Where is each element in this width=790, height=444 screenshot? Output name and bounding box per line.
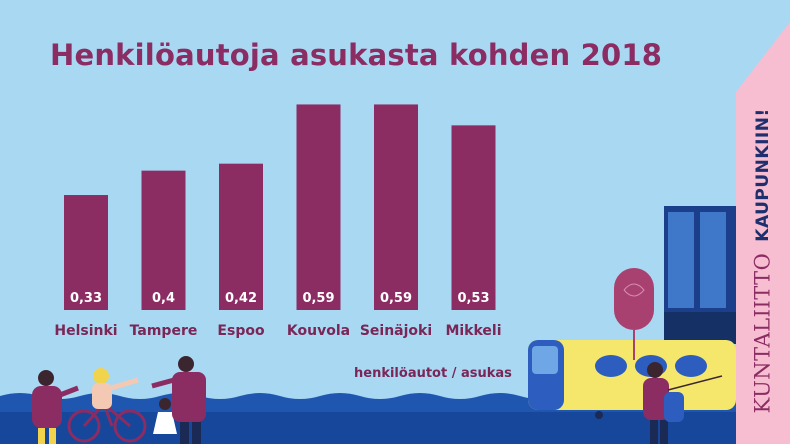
bar-value-label: 0,59 <box>380 291 412 306</box>
chart-title: Henkilöautoja asukasta kohden 2018 <box>50 38 663 72</box>
category-label: Espoo <box>217 323 265 339</box>
bar-value-label: 0,53 <box>457 291 489 306</box>
bar-value-label: 0,33 <box>70 291 102 306</box>
bar-kouvola <box>296 104 341 310</box>
category-label: Tampere <box>130 323 198 339</box>
person-right-illustration <box>643 362 723 444</box>
category-label: Kouvola <box>287 323 350 339</box>
brand-ribbon <box>736 22 790 444</box>
people-left-illustration <box>32 356 206 444</box>
bar-value-label: 0,59 <box>302 291 334 306</box>
tram-illustration <box>528 206 736 419</box>
category-label: Seinäjoki <box>360 323 432 339</box>
bar-helsinki <box>64 195 108 310</box>
category-label: Mikkeli <box>445 323 501 339</box>
unit-label: henkilöautot / asukas <box>354 366 512 381</box>
bar-seinäjoki <box>374 104 418 310</box>
bar-value-label: 0,42 <box>225 291 257 306</box>
bar-mikkeli <box>451 125 496 311</box>
balloon-illustration <box>614 268 654 360</box>
category-label: Helsinki <box>54 323 117 339</box>
bar-tampere <box>141 170 186 310</box>
bar-value-label: 0,4 <box>152 291 175 306</box>
bar-espoo <box>219 163 263 310</box>
